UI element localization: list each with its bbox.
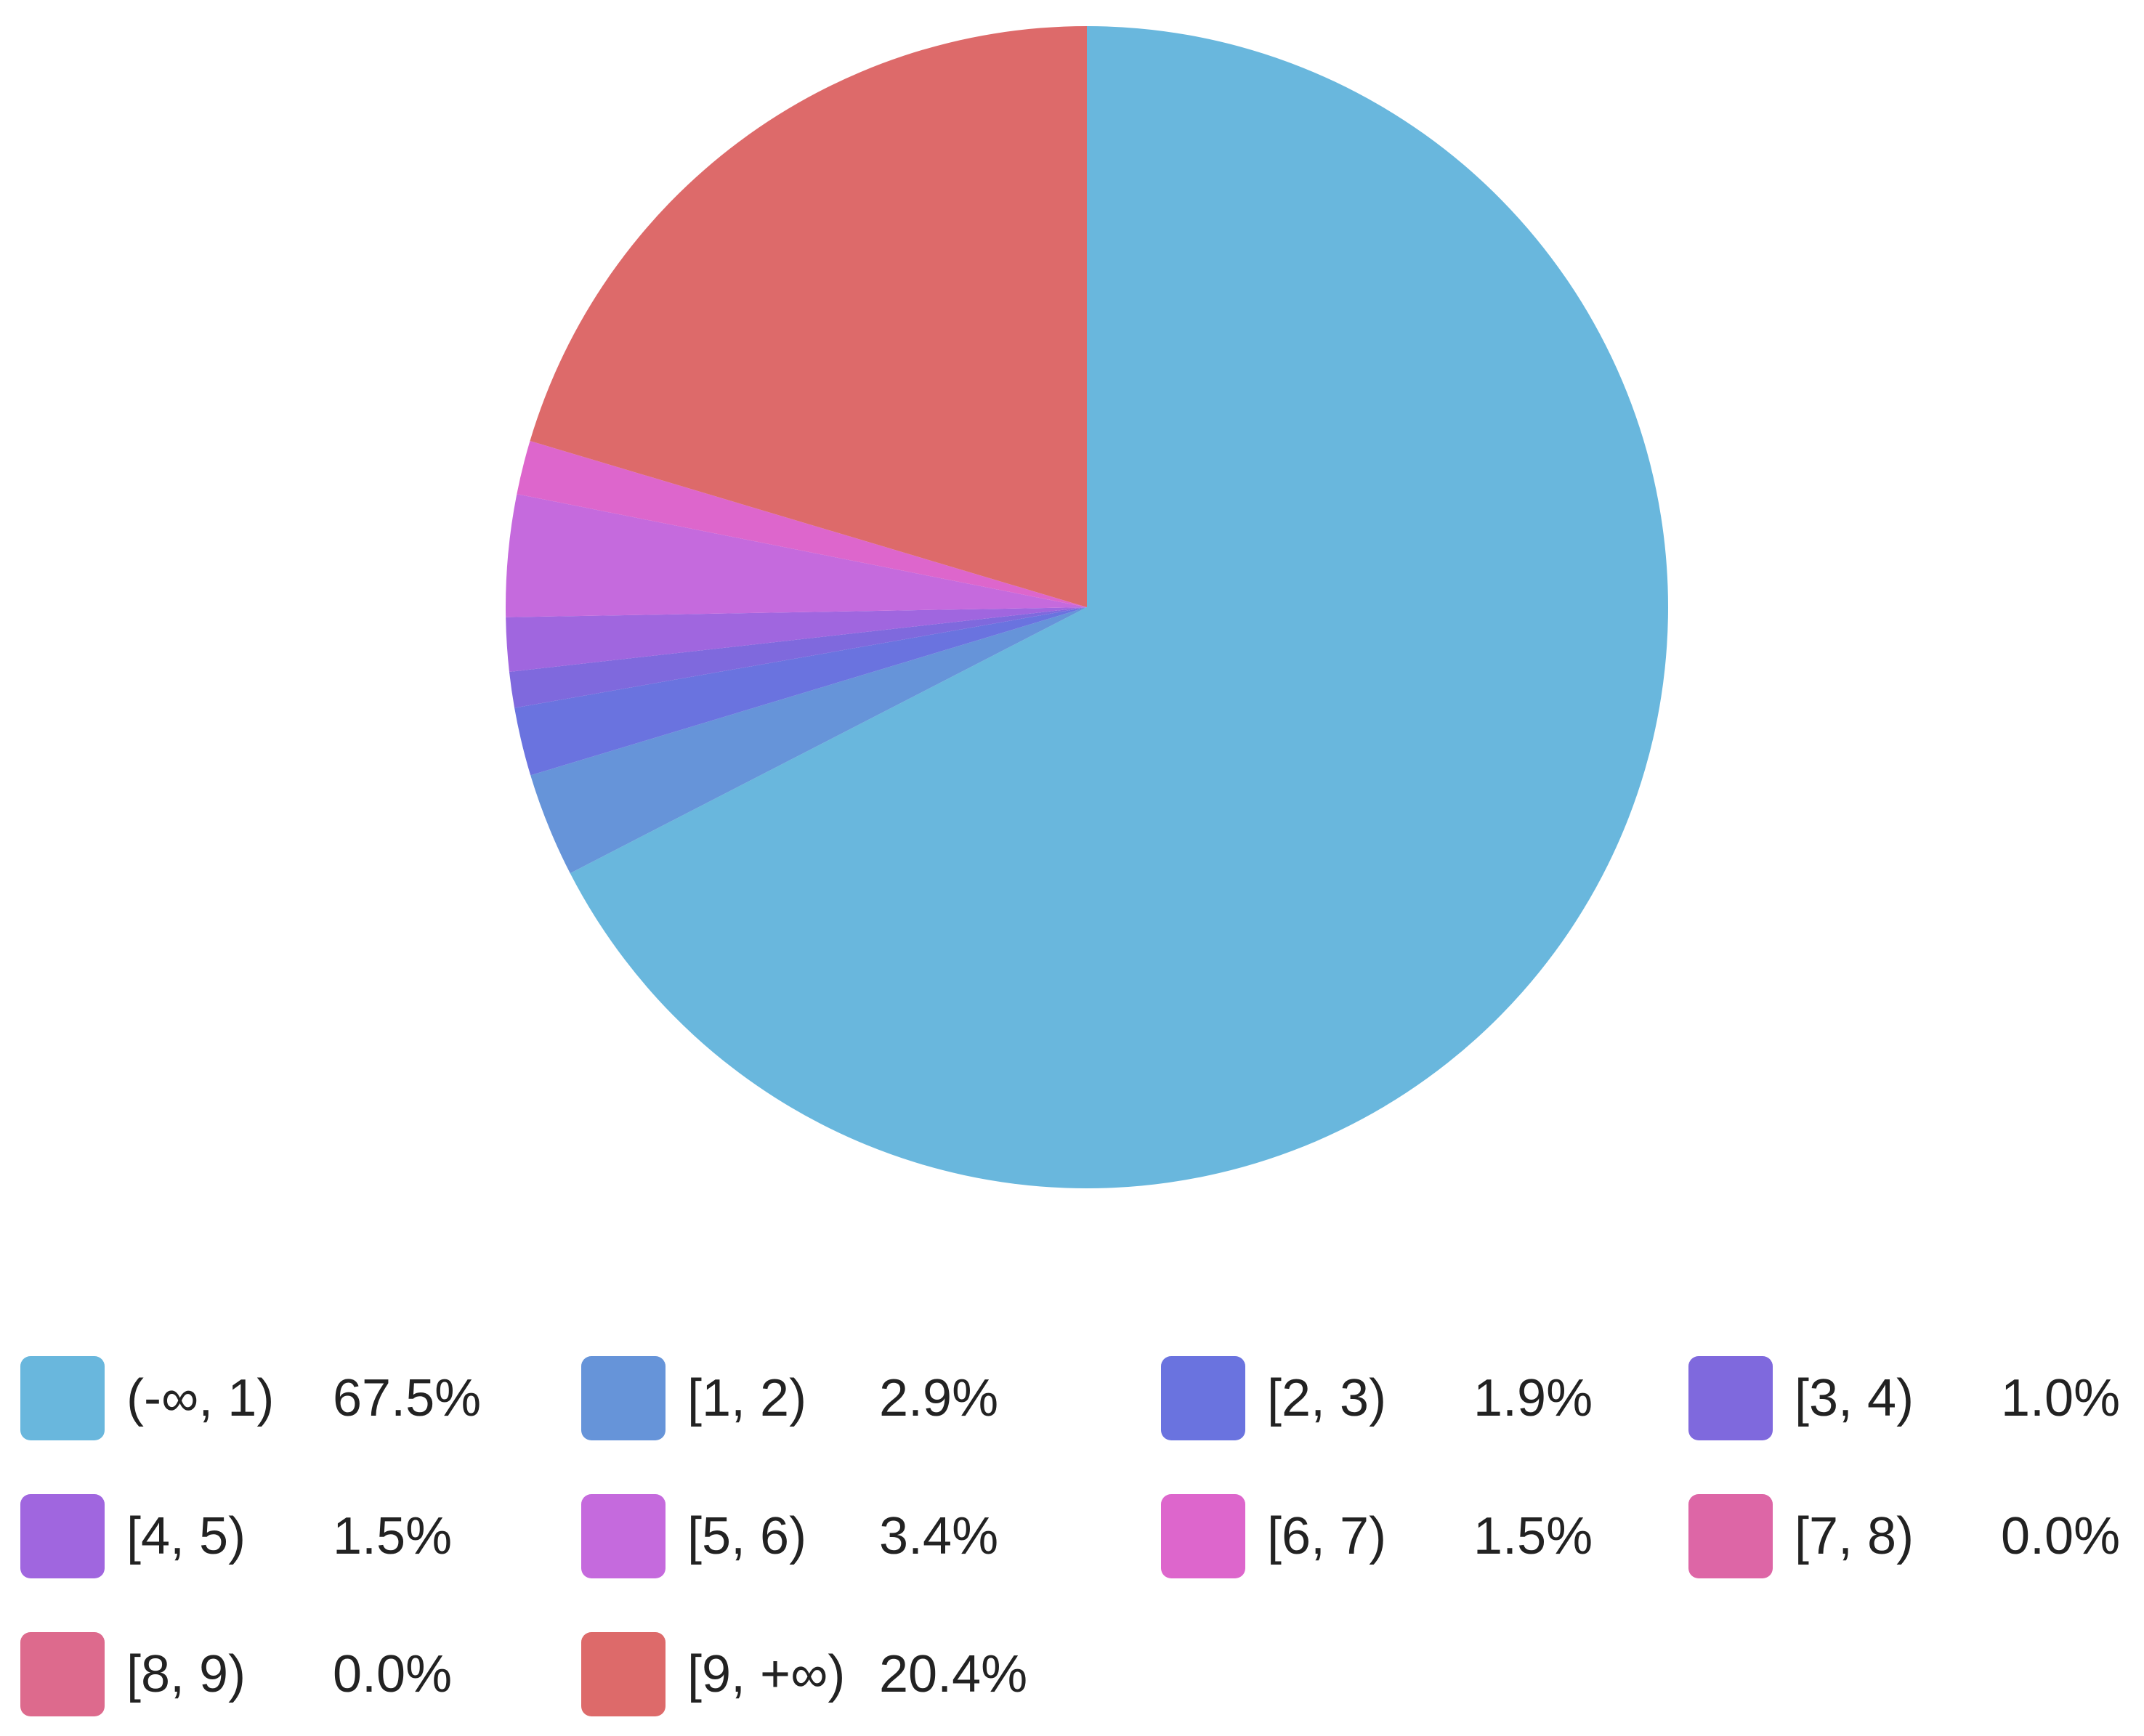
pie-chart (506, 26, 1668, 1188)
pie-slice-3 (509, 607, 1087, 708)
legend-item: (-∞, 1) 67.5% (20, 1355, 481, 1442)
legend-value: 1.0% (2001, 1369, 2121, 1427)
pie-slice-0 (570, 26, 1668, 1188)
legend-value: 2.9% (879, 1369, 999, 1427)
legend-item: [8, 9) 0.0% (20, 1631, 452, 1718)
legend-swatch (581, 1494, 666, 1578)
legend-value: 20.4% (879, 1645, 1028, 1703)
pie-slice-2 (514, 607, 1087, 776)
legend-label: [8, 9) (126, 1645, 246, 1703)
pie-slice-4 (506, 607, 1087, 672)
pie-chart-svg (506, 26, 1668, 1188)
legend-label: [9, +∞) (687, 1645, 846, 1703)
legend-swatch (20, 1356, 105, 1440)
legend-item: [7, 8) 0.0% (1688, 1493, 2120, 1580)
legend-item: [4, 5) 1.5% (20, 1493, 452, 1580)
legend-value: 67.5% (333, 1369, 482, 1427)
legend-item: [2, 3) 1.9% (1161, 1355, 1593, 1442)
legend-label: [7, 8) (1795, 1507, 1914, 1565)
legend-item: [3, 4) 1.0% (1688, 1355, 2120, 1442)
legend-value: 1.5% (1473, 1507, 1593, 1565)
legend-swatch (581, 1356, 666, 1440)
legend-item: [5, 6) 3.4% (581, 1493, 998, 1580)
legend-swatch (1161, 1356, 1245, 1440)
legend-label: [5, 6) (687, 1507, 807, 1565)
legend-value: 1.5% (333, 1507, 453, 1565)
legend: (-∞, 1) 67.5% [1, 2) 2.9% [2, 3) 1.9% [3, 4) 1.… (20, 1355, 2127, 1718)
legend-label: [4, 5) (126, 1507, 246, 1565)
legend-label: [2, 3) (1267, 1369, 1387, 1427)
legend-swatch (20, 1494, 105, 1578)
legend-value: 0.0% (2001, 1507, 2121, 1565)
legend-label: [1, 2) (687, 1369, 807, 1427)
legend-label: [6, 7) (1267, 1507, 1387, 1565)
pie-slice-6 (517, 441, 1087, 607)
legend-value: 3.4% (879, 1507, 999, 1565)
legend-value: 1.9% (1473, 1369, 1593, 1427)
legend-swatch (1161, 1494, 1245, 1578)
legend-swatch (20, 1632, 105, 1716)
legend-label: (-∞, 1) (126, 1369, 275, 1427)
legend-swatch (581, 1632, 666, 1716)
legend-item: [1, 2) 2.9% (581, 1355, 998, 1442)
legend-label: [3, 4) (1795, 1369, 1914, 1427)
legend-item: [6, 7) 1.5% (1161, 1493, 1593, 1580)
legend-swatch (1688, 1494, 1773, 1578)
legend-value: 0.0% (333, 1645, 453, 1703)
legend-swatch (1688, 1356, 1773, 1440)
pie-slice-5 (506, 494, 1087, 617)
pie-slice-9 (530, 26, 1087, 607)
legend-item: [9, +∞) 20.4% (581, 1631, 1027, 1718)
pie-slice-1 (530, 607, 1087, 874)
